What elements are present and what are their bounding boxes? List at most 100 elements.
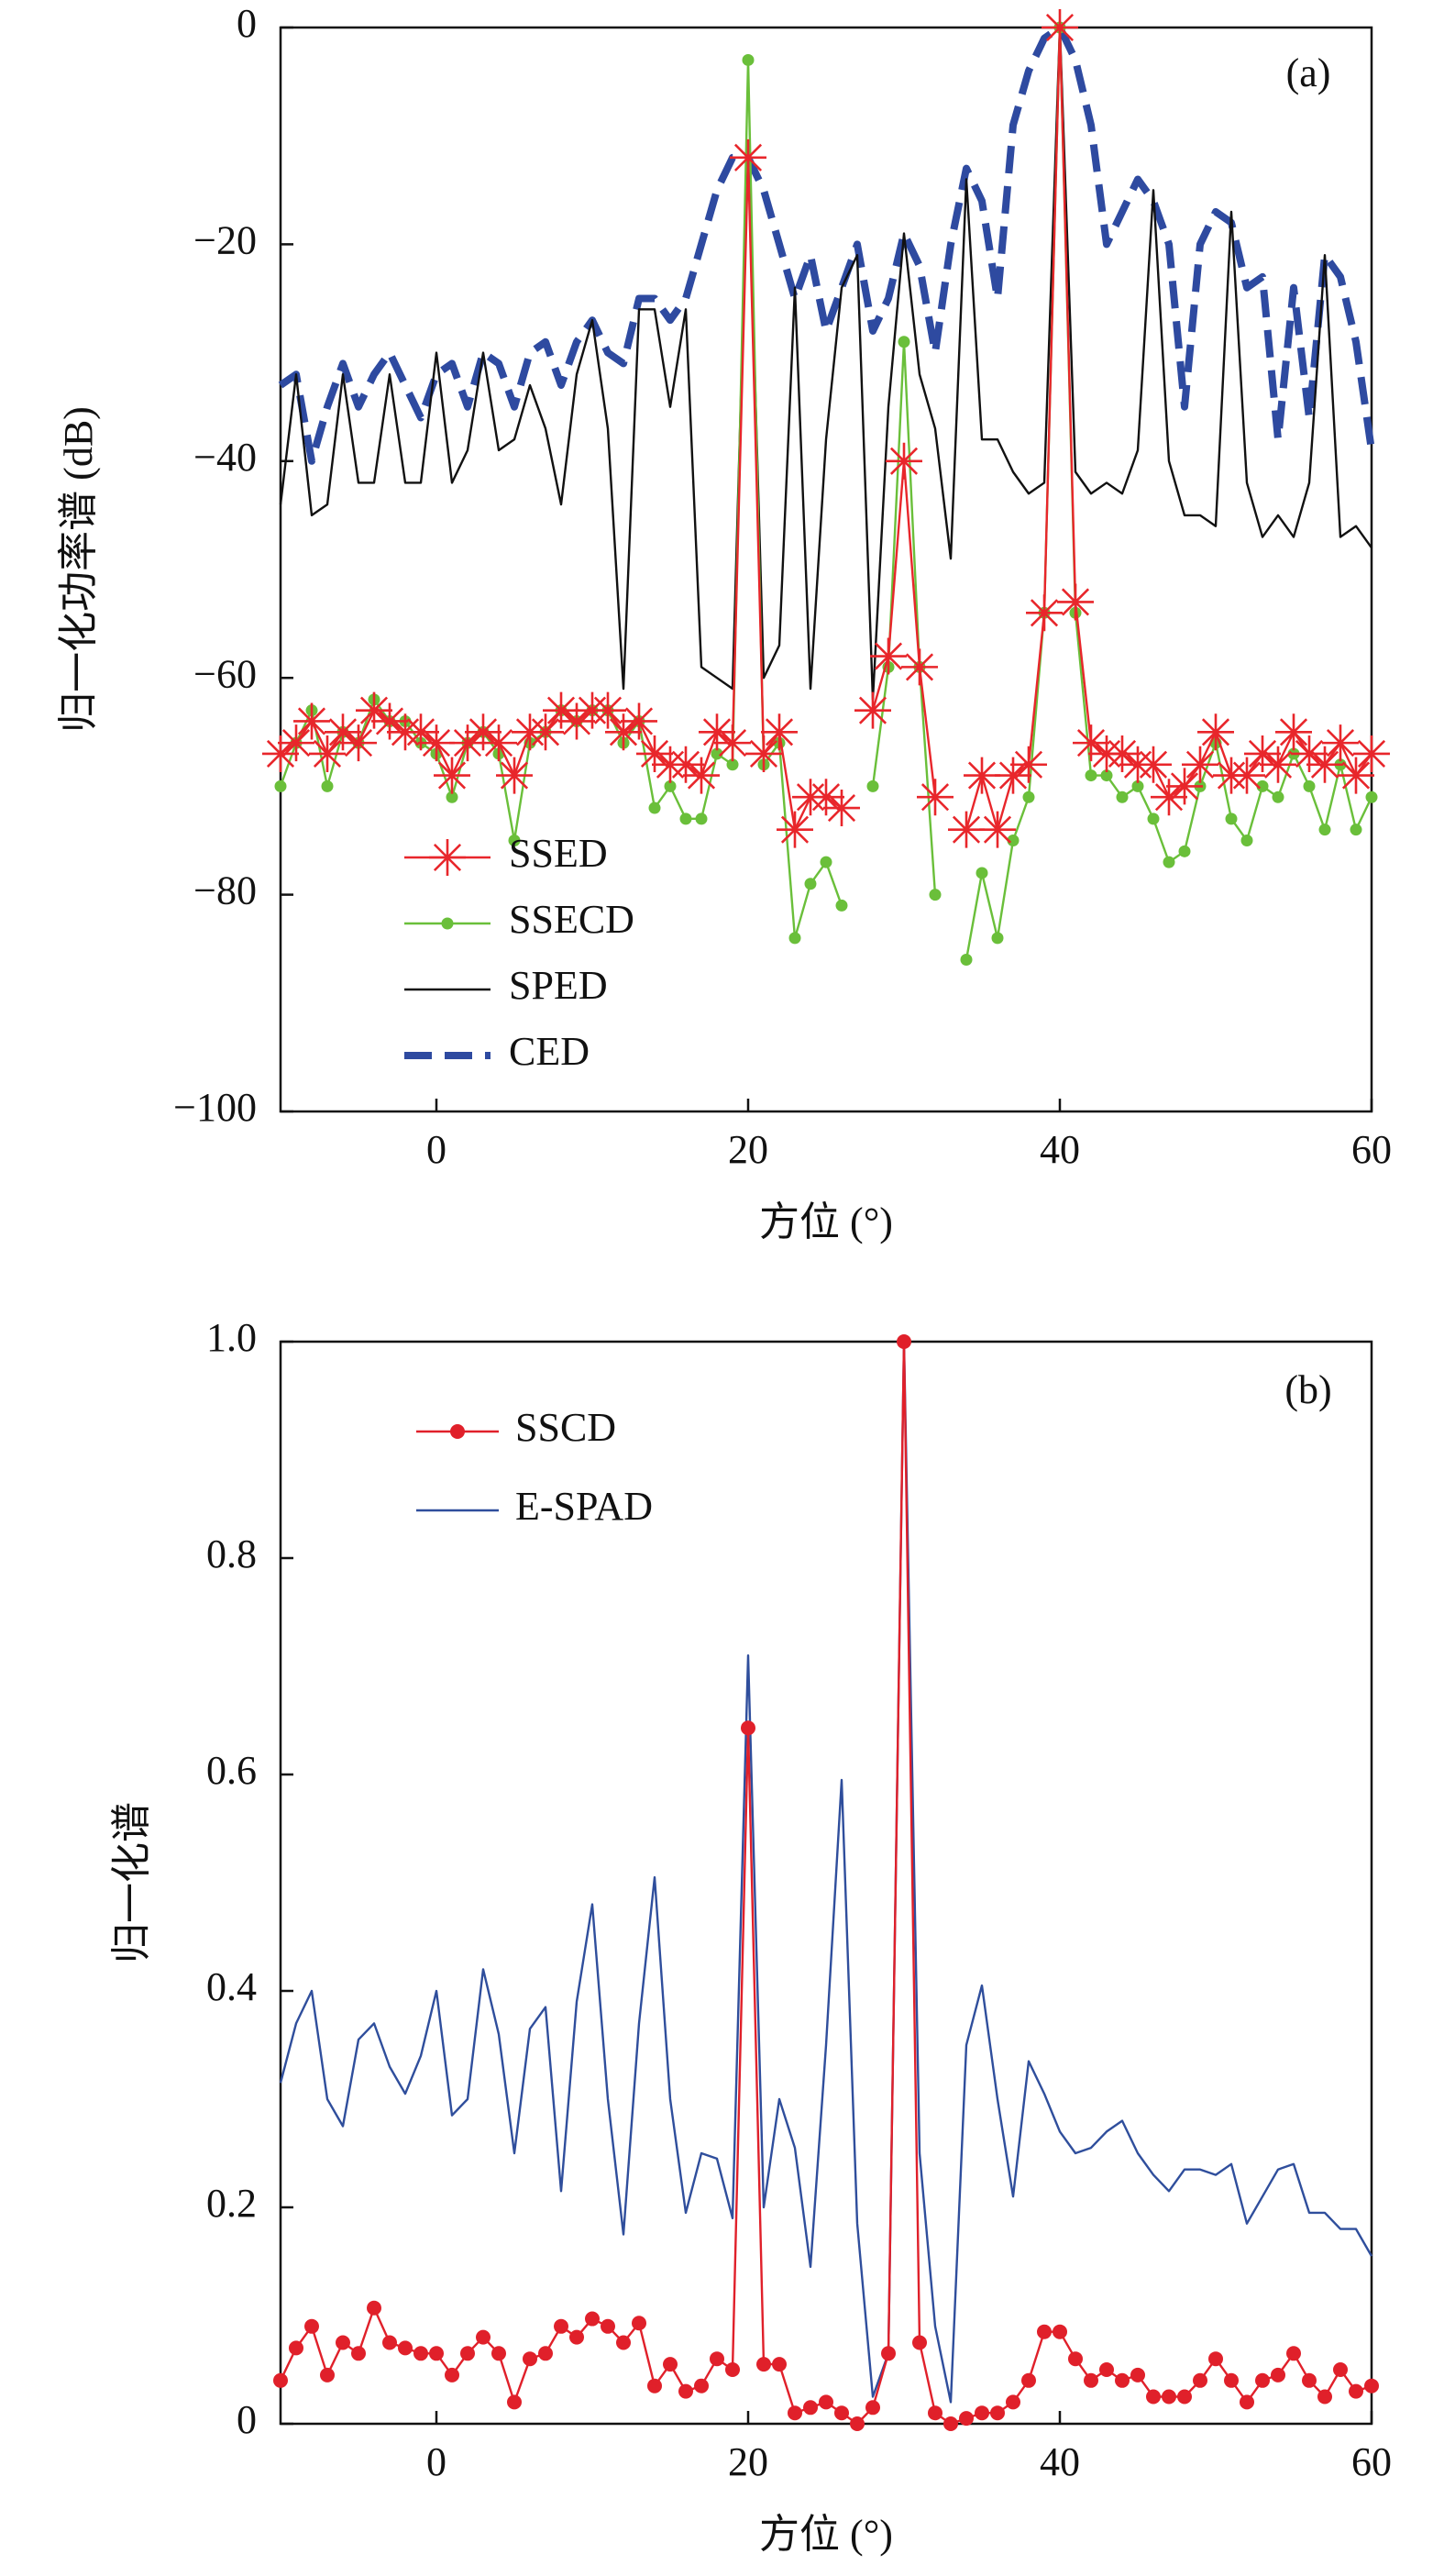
star-marker: [1010, 746, 1047, 783]
star-marker: [356, 691, 392, 729]
dot-marker: [897, 1334, 911, 1349]
dot-marker: [1224, 2372, 1239, 2388]
star-marker: [371, 702, 408, 740]
star-marker: [1244, 735, 1281, 772]
dot-marker: [1162, 2389, 1176, 2405]
dot-marker: [741, 1720, 755, 1736]
star-marker: [543, 691, 579, 729]
y-tick-label: 0: [237, 1, 257, 46]
y-axis-label: 归一化功率谱 (dB): [56, 406, 101, 733]
dot-marker: [616, 2335, 631, 2350]
x-tick-label: 20: [728, 1127, 768, 1172]
dot-marker: [1178, 845, 1191, 857]
dot-marker: [460, 2346, 475, 2361]
dot-marker: [881, 2346, 896, 2361]
dot-marker: [1255, 2372, 1270, 2388]
dot-marker: [960, 954, 973, 967]
dot-marker: [834, 2405, 849, 2421]
star-marker: [870, 637, 907, 675]
star-marker: [340, 724, 377, 762]
dot-marker: [1193, 2372, 1207, 2388]
dot-marker: [990, 2405, 1005, 2421]
star-marker: [1166, 768, 1203, 805]
legend-marker: [429, 839, 466, 876]
star-marker: [1260, 746, 1296, 783]
star-marker: [1322, 724, 1359, 762]
dot-marker: [1146, 2389, 1161, 2405]
dot-marker: [975, 2405, 989, 2421]
star-marker: [558, 702, 595, 740]
dot-marker: [1208, 2351, 1223, 2367]
dot-marker: [398, 2340, 413, 2356]
dot-marker: [585, 2311, 600, 2327]
star-marker: [434, 757, 470, 794]
star-marker: [262, 735, 299, 772]
dot-marker: [820, 856, 832, 868]
dot-marker: [1302, 2372, 1317, 2388]
dot-marker: [445, 2367, 459, 2383]
star-marker: [777, 811, 813, 848]
star-marker: [636, 735, 673, 772]
dot-marker: [304, 2318, 319, 2334]
dot-marker: [1318, 824, 1331, 836]
star-marker: [699, 713, 735, 751]
star-marker: [964, 757, 1000, 794]
legend-label: SSECD: [509, 897, 634, 942]
dot-marker: [1256, 779, 1269, 792]
star-marker: [948, 811, 985, 848]
star-marker: [402, 713, 439, 751]
star-marker: [745, 735, 782, 772]
dot-marker: [866, 779, 879, 792]
dot-marker: [976, 867, 988, 879]
star-marker: [590, 691, 626, 729]
star-marker: [667, 746, 704, 783]
star-marker: [683, 757, 720, 794]
star-marker: [1182, 746, 1218, 783]
dot-marker: [1364, 2378, 1379, 2394]
dot-marker: [663, 2357, 678, 2372]
dot-marker: [803, 2400, 818, 2416]
dot-marker: [742, 53, 755, 66]
series-line: [279, 1340, 1373, 2404]
dot-marker: [929, 889, 942, 901]
x-tick-label: 40: [1040, 2439, 1080, 2484]
x-tick-label: 40: [1040, 1127, 1080, 1172]
star-marker: [325, 713, 361, 751]
star-marker: [449, 724, 486, 762]
dot-marker: [648, 802, 661, 814]
dot-marker: [1099, 2362, 1114, 2377]
star-marker: [1104, 735, 1141, 772]
y-tick-label: −80: [193, 868, 257, 913]
dot-marker: [1349, 2383, 1363, 2399]
dot-marker: [1303, 779, 1316, 792]
dot-marker: [1053, 2324, 1067, 2339]
star-marker: [465, 713, 502, 751]
y-tick-label: 0.2: [206, 2181, 257, 2226]
dot-marker: [1068, 2351, 1083, 2367]
dot-marker: [491, 2346, 506, 2361]
dot-marker: [1116, 790, 1129, 803]
dot-marker: [1286, 2346, 1301, 2361]
dot-marker: [538, 2346, 553, 2361]
y-tick-label: −100: [173, 1085, 257, 1130]
dot-marker: [804, 878, 817, 890]
y-tick-label: 0.8: [206, 1531, 257, 1576]
dot-marker: [1147, 813, 1160, 825]
star-marker: [730, 138, 766, 176]
legend-marker: [450, 1424, 465, 1439]
star-marker: [1073, 724, 1109, 762]
dot-marker: [601, 2318, 615, 2334]
star-marker: [293, 702, 330, 740]
dot-marker: [819, 2394, 833, 2410]
dot-marker: [756, 2357, 771, 2372]
star-marker: [1353, 735, 1390, 772]
x-tick-label: 60: [1351, 1127, 1392, 1172]
plot-frame: [279, 1340, 1373, 2426]
dot-marker: [695, 813, 708, 825]
dot-marker: [320, 2367, 335, 2383]
star-marker: [605, 713, 642, 751]
star-marker: [496, 757, 533, 794]
series-line: [278, 24, 1375, 465]
dot-marker: [1365, 790, 1378, 803]
legend-label: SSED: [509, 831, 608, 876]
